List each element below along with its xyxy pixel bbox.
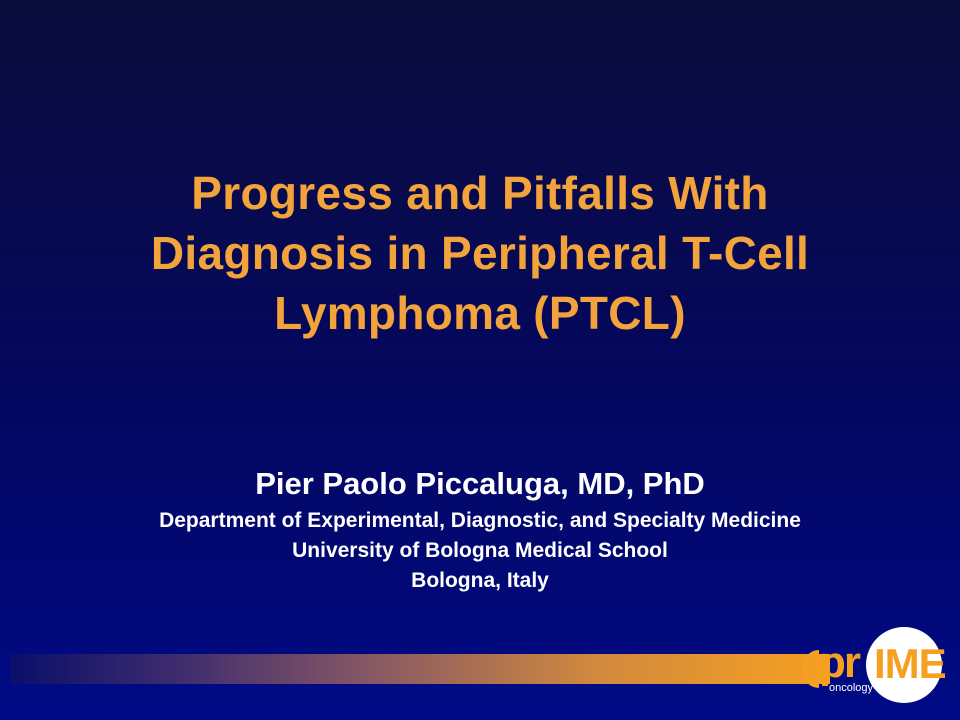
logo-text-pr: pr — [819, 638, 861, 687]
presenter-block: Pier Paolo Piccaluga, MD, PhD Department… — [0, 462, 960, 596]
affiliation-location: Bologna, Italy — [411, 569, 549, 592]
title-line-3: Lymphoma (PTCL) — [274, 287, 686, 339]
affiliation-department: Department of Experimental, Diagnostic, … — [159, 509, 801, 532]
presenter-name: Pier Paolo Piccaluga, MD, PhD — [255, 466, 705, 501]
logo-circle — [866, 627, 942, 703]
gradient-bar — [10, 654, 830, 684]
title-line-1: Progress and Pitfalls With — [191, 167, 769, 219]
logo-text-me: IME — [874, 640, 947, 687]
title-line-2: Diagnosis in Peripheral T-Cell — [150, 227, 810, 279]
affiliation-university: University of Bologna Medical School — [292, 539, 668, 562]
logo-subtext: oncology — [829, 682, 874, 694]
logo-bracket — [803, 650, 819, 688]
slide-title: Progress and Pitfalls With Diagnosis in … — [0, 163, 960, 343]
